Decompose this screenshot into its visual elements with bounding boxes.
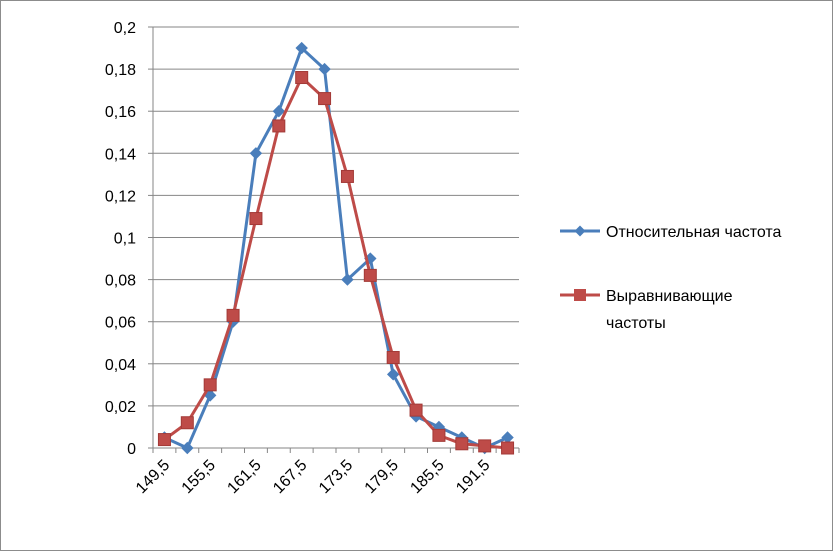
data-point-diamond <box>501 431 514 444</box>
data-point-square <box>386 350 400 364</box>
data-point-square <box>409 403 423 417</box>
data-point-square <box>226 308 240 322</box>
legend-marker-square <box>574 289 586 301</box>
data-point-diamond <box>272 104 286 118</box>
data-point-square <box>455 437 469 451</box>
y-tick-label: 0,04 <box>105 357 136 374</box>
y-tick-label: 0,14 <box>105 146 136 163</box>
y-tick-label: 0,2 <box>114 20 136 37</box>
y-axis-ticks: 0 0,02 0,04 0,06 0,08 0,1 0,12 0,14 0,16 0,18 0,2 <box>105 20 136 458</box>
x-tick-label: 185,5 <box>407 457 447 497</box>
data-point-square <box>249 212 263 226</box>
data-point-square <box>272 119 286 133</box>
y-tick-label: 0,06 <box>105 315 136 332</box>
data-point-square <box>180 416 194 430</box>
x-tick-label: 149,5 <box>133 457 173 497</box>
series-smoothing-frequencies <box>157 71 515 455</box>
legend-label: Выравнивающие <box>606 288 733 305</box>
y-tick-label: 0,02 <box>105 399 136 416</box>
data-point-diamond <box>318 62 331 76</box>
series-line <box>163 76 508 450</box>
series-relative-frequency <box>158 41 514 455</box>
legend-label: Относительная частота <box>606 224 782 241</box>
y-tick-label: 0,12 <box>105 188 136 205</box>
legend-label: частоты <box>606 315 666 332</box>
y-tick-label: 0,18 <box>105 62 136 79</box>
y-tick-label: 0,08 <box>105 273 136 290</box>
data-point-diamond <box>249 147 263 160</box>
data-point-square <box>157 433 171 447</box>
data-point-square <box>203 378 217 392</box>
data-point-square <box>478 439 492 453</box>
legend-marker-diamond <box>574 225 586 237</box>
data-point-square <box>501 441 515 455</box>
series-layer <box>157 41 515 455</box>
data-point-diamond <box>341 273 354 286</box>
data-point-square <box>318 92 332 106</box>
axes <box>148 26 520 453</box>
data-point-square <box>363 268 377 282</box>
x-tick-label: 179,5 <box>362 457 402 497</box>
legend: Относительная частота Выравнивающие частот… <box>560 224 782 332</box>
x-tick-label: 155,5 <box>179 457 219 497</box>
x-axis-ticks: 149,5 155,5 161,5 167,5 173,5 179,5 185,5 191,5 <box>133 457 494 497</box>
series-line <box>163 46 509 450</box>
x-tick-label: 167,5 <box>270 457 310 497</box>
x-tick-label: 191,5 <box>453 457 493 497</box>
y-tick-label: 0 <box>127 441 136 458</box>
y-tick-label: 0,1 <box>114 231 136 248</box>
y-tick-label: 0,16 <box>105 104 136 121</box>
gridlines <box>153 26 519 407</box>
x-tick-label: 173,5 <box>316 457 356 497</box>
x-tick-label: 161,5 <box>224 457 264 497</box>
data-point-diamond <box>386 368 400 381</box>
data-point-square <box>432 428 446 442</box>
data-point-diamond <box>181 441 194 455</box>
legend-item-relative-frequency: Относительная частота <box>560 224 782 241</box>
data-point-square <box>295 71 309 85</box>
data-point-square <box>340 169 354 183</box>
data-point-diamond <box>295 41 308 55</box>
legend-item-smoothing-frequencies: Выравнивающие частоты <box>560 288 733 332</box>
